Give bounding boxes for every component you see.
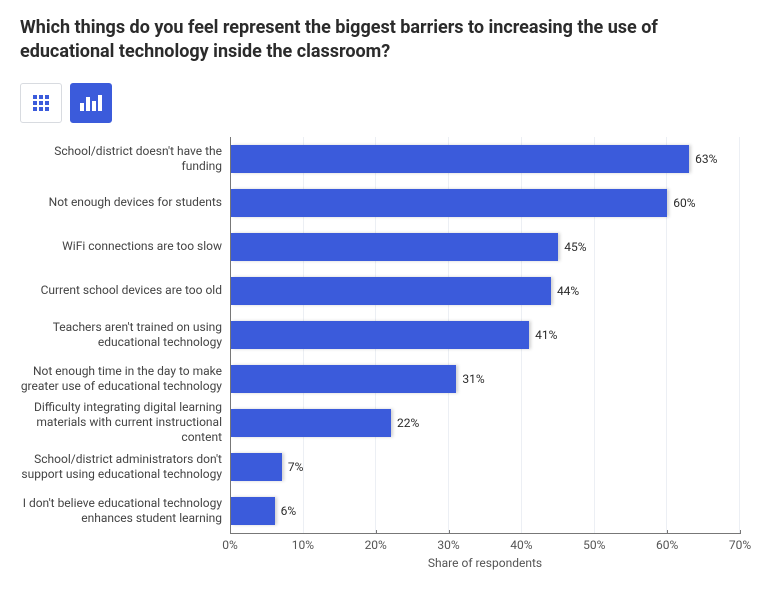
x-tick-label: 10% [292, 538, 314, 552]
chart-title: Which things do you feel represent the b… [20, 16, 740, 65]
bar-chart-icon [80, 95, 102, 111]
plot-area: 63% 60% 45% 44% 41% 31% 22% 7% 6% [230, 137, 740, 533]
bar-value-label: 44% [557, 284, 579, 298]
y-axis-label: Not enough time in the day to make great… [20, 357, 230, 401]
bar[interactable] [231, 277, 551, 305]
x-tick-label: 70% [729, 538, 751, 552]
x-axis: 0%10%20%30%40%50%60%70% Share of respond… [230, 533, 740, 573]
bar-value-label: 22% [397, 416, 419, 430]
y-axis-label: Difficulty integrating digital learning … [20, 401, 230, 445]
bar[interactable] [231, 321, 529, 349]
bar-row: 63% [231, 137, 740, 181]
x-tick-label: 50% [583, 538, 605, 552]
y-axis-label: I don't believe educational technology e… [20, 489, 230, 533]
bars-container: 63% 60% 45% 44% 41% 31% 22% 7% 6% [231, 137, 740, 533]
bar-row: 45% [231, 225, 740, 269]
bar-value-label: 7% [288, 460, 304, 474]
bar[interactable] [231, 145, 689, 173]
bar-value-label: 6% [281, 504, 297, 518]
bar-row: 60% [231, 181, 740, 225]
y-axis-label: WiFi connections are too slow [20, 225, 230, 269]
bar[interactable] [231, 409, 391, 437]
x-tick-mark [740, 530, 741, 534]
bar-value-label: 60% [673, 196, 695, 210]
y-axis-labels: School/district doesn't have the funding… [20, 137, 230, 573]
y-axis-label: Not enough devices for students [20, 181, 230, 225]
bar-row: 41% [231, 313, 740, 357]
bar[interactable] [231, 189, 667, 217]
x-tick-label: 30% [437, 538, 459, 552]
x-axis-ticks: 0%10%20%30%40%50%60%70% [230, 534, 740, 554]
grid-icon [33, 95, 49, 111]
bar-row: 7% [231, 445, 740, 489]
table-view-button[interactable] [20, 83, 62, 123]
bar-row: 44% [231, 269, 740, 313]
bar[interactable] [231, 453, 282, 481]
bar-row: 31% [231, 357, 740, 401]
bar-value-label: 31% [462, 372, 484, 386]
bar-value-label: 41% [535, 328, 557, 342]
x-tick-label: 20% [365, 538, 387, 552]
bar-value-label: 63% [695, 152, 717, 166]
x-tick-label: 60% [656, 538, 678, 552]
bar-row: 6% [231, 489, 740, 533]
y-axis-label: Teachers aren't trained on using educati… [20, 313, 230, 357]
bar[interactable] [231, 233, 558, 261]
bar[interactable] [231, 365, 456, 393]
y-axis-label: Current school devices are too old [20, 269, 230, 313]
chart-view-button[interactable] [70, 83, 112, 123]
view-toolbar [20, 83, 740, 123]
chart-area: School/district doesn't have the funding… [20, 137, 740, 573]
y-axis-label: School/district administrators don't sup… [20, 445, 230, 489]
y-axis-label: School/district doesn't have the funding [20, 137, 230, 181]
x-axis-title: Share of respondents [230, 556, 740, 570]
x-tick-label: 0% [222, 538, 238, 552]
bar-row: 22% [231, 401, 740, 445]
x-tick-label: 40% [510, 538, 532, 552]
bar-value-label: 45% [564, 240, 586, 254]
bar[interactable] [231, 497, 275, 525]
